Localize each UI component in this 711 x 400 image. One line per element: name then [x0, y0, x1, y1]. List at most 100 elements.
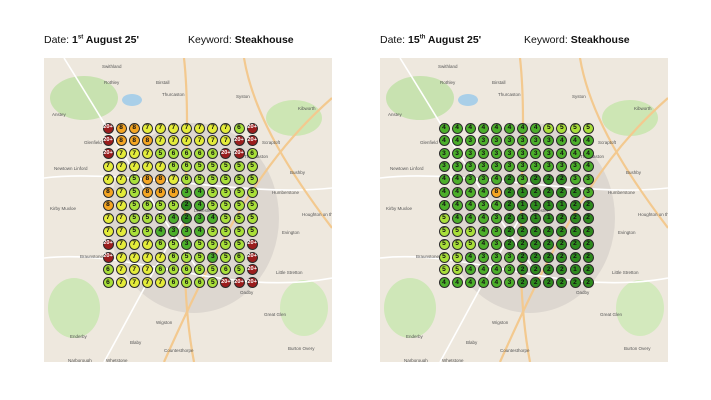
- rank-pin[interactable]: 5: [220, 161, 232, 173]
- rank-pin[interactable]: 4: [582, 148, 594, 160]
- rank-pin[interactable]: 4: [464, 199, 476, 211]
- rank-pin[interactable]: 3: [517, 135, 529, 147]
- rank-pin[interactable]: 8: [168, 187, 179, 198]
- rank-pin[interactable]: 7: [115, 199, 127, 211]
- rank-pin[interactable]: 2: [530, 187, 542, 198]
- rank-pin[interactable]: 6: [141, 199, 153, 211]
- rank-pin[interactable]: 4: [477, 264, 489, 276]
- rank-pin[interactable]: 3: [543, 148, 555, 160]
- rank-pin[interactable]: 5: [246, 199, 258, 211]
- rank-pin[interactable]: 7: [128, 251, 140, 263]
- rank-pin[interactable]: 20+: [102, 148, 114, 160]
- rank-pin[interactable]: 7: [115, 174, 127, 186]
- rank-pin[interactable]: 2: [556, 187, 568, 198]
- rank-pin[interactable]: 2: [556, 225, 568, 237]
- rank-pin[interactable]: 3: [530, 135, 542, 147]
- rank-pin[interactable]: 3: [530, 161, 542, 173]
- rank-pin[interactable]: 5: [220, 199, 232, 211]
- rank-pin[interactable]: 4: [464, 264, 476, 276]
- rank-pin[interactable]: 4: [490, 199, 502, 211]
- rank-pin[interactable]: 20+: [102, 135, 114, 147]
- rank-pin[interactable]: 3: [582, 187, 594, 198]
- rank-pin[interactable]: 5: [246, 225, 258, 237]
- rank-pin[interactable]: 7: [115, 148, 127, 160]
- rank-pin[interactable]: 2: [181, 199, 193, 211]
- rank-pin[interactable]: 4: [438, 174, 450, 186]
- rank-pin[interactable]: 8: [154, 187, 166, 198]
- rank-pin[interactable]: 6: [154, 238, 166, 250]
- rank-pin[interactable]: 6: [233, 122, 245, 134]
- rank-pin[interactable]: 5: [233, 264, 245, 276]
- rank-pin[interactable]: 1: [517, 187, 529, 198]
- rank-pin[interactable]: 5: [220, 238, 232, 250]
- rank-pin[interactable]: 3: [556, 161, 568, 173]
- rank-pin[interactable]: 20+: [246, 264, 258, 276]
- rank-pin[interactable]: 4: [154, 225, 166, 237]
- rank-pin[interactable]: 7: [141, 277, 153, 289]
- rank-pin[interactable]: 5: [220, 174, 232, 186]
- rank-pin[interactable]: 4: [207, 212, 219, 224]
- rank-pin[interactable]: 5: [220, 187, 232, 198]
- rank-pin[interactable]: 4: [490, 277, 502, 289]
- rank-pin[interactable]: 2: [504, 187, 515, 198]
- rank-pin[interactable]: 2: [569, 199, 581, 211]
- rank-pin[interactable]: 2: [543, 251, 555, 263]
- rank-pin[interactable]: 1: [517, 199, 529, 211]
- rank-pin[interactable]: 3: [504, 251, 515, 263]
- rank-pin[interactable]: 5: [207, 277, 219, 289]
- rank-pin[interactable]: 5: [220, 251, 232, 263]
- rank-pin[interactable]: 3: [490, 225, 502, 237]
- rank-pin[interactable]: 4: [438, 122, 450, 134]
- rank-pin[interactable]: 8: [141, 135, 153, 147]
- rank-pin[interactable]: 4: [464, 122, 476, 134]
- rank-pin[interactable]: 8: [102, 187, 114, 198]
- rank-pin[interactable]: 2: [530, 225, 542, 237]
- rank-pin[interactable]: 6: [168, 161, 179, 173]
- rank-pin[interactable]: 7: [207, 122, 219, 134]
- rank-pin[interactable]: 2: [569, 187, 581, 198]
- rank-pin[interactable]: 20+: [246, 277, 258, 289]
- rank-pin[interactable]: 2: [582, 251, 594, 263]
- rank-pin[interactable]: 3: [181, 225, 193, 237]
- rank-pin[interactable]: 5: [464, 225, 476, 237]
- rank-pin[interactable]: 7: [102, 161, 114, 173]
- rank-pin[interactable]: 20+: [220, 148, 232, 160]
- rank-pin[interactable]: 5: [194, 238, 206, 250]
- rank-pin[interactable]: 8: [154, 174, 166, 186]
- rank-pin[interactable]: 4: [194, 187, 206, 198]
- rank-pin[interactable]: 6: [168, 277, 179, 289]
- rank-pin[interactable]: 3: [464, 174, 476, 186]
- rank-pin[interactable]: 2: [530, 238, 542, 250]
- rank-pin[interactable]: 5: [194, 264, 206, 276]
- rank-pin[interactable]: 5: [181, 251, 193, 263]
- rank-pin[interactable]: 5: [438, 264, 450, 276]
- rank-pin[interactable]: 2: [556, 238, 568, 250]
- rank-pin[interactable]: 6: [168, 251, 179, 263]
- rank-pin[interactable]: 3: [569, 174, 581, 186]
- rank-pin[interactable]: 4: [477, 277, 489, 289]
- rank-pin[interactable]: 5: [141, 225, 153, 237]
- rank-pin[interactable]: 6: [207, 148, 219, 160]
- rank-pin[interactable]: 3: [517, 174, 529, 186]
- rank-pin[interactable]: 20+: [233, 135, 245, 147]
- rank-pin[interactable]: 5: [233, 187, 245, 198]
- rank-pin[interactable]: 1: [530, 199, 542, 211]
- rank-pin[interactable]: 7: [168, 122, 179, 134]
- rank-pin[interactable]: 3: [438, 148, 450, 160]
- rank-pin[interactable]: 3: [517, 161, 529, 173]
- rank-pin[interactable]: 4: [477, 187, 489, 198]
- rank-pin[interactable]: 7: [154, 122, 166, 134]
- rank-pin[interactable]: 3: [477, 251, 489, 263]
- rank-pin[interactable]: 5: [451, 225, 463, 237]
- rank-pin[interactable]: 3: [490, 212, 502, 224]
- rank-pin[interactable]: 7: [154, 251, 166, 263]
- rank-pin[interactable]: 3: [181, 187, 193, 198]
- rank-pin[interactable]: 20+: [233, 148, 245, 160]
- rank-pin[interactable]: 4: [451, 212, 463, 224]
- rank-pin[interactable]: 4: [438, 199, 450, 211]
- rank-pin[interactable]: 5: [194, 161, 206, 173]
- rank-pin[interactable]: 3: [477, 135, 489, 147]
- rank-pin[interactable]: 5: [207, 238, 219, 250]
- rank-pin[interactable]: 1: [543, 199, 555, 211]
- rank-pin[interactable]: 2: [517, 277, 529, 289]
